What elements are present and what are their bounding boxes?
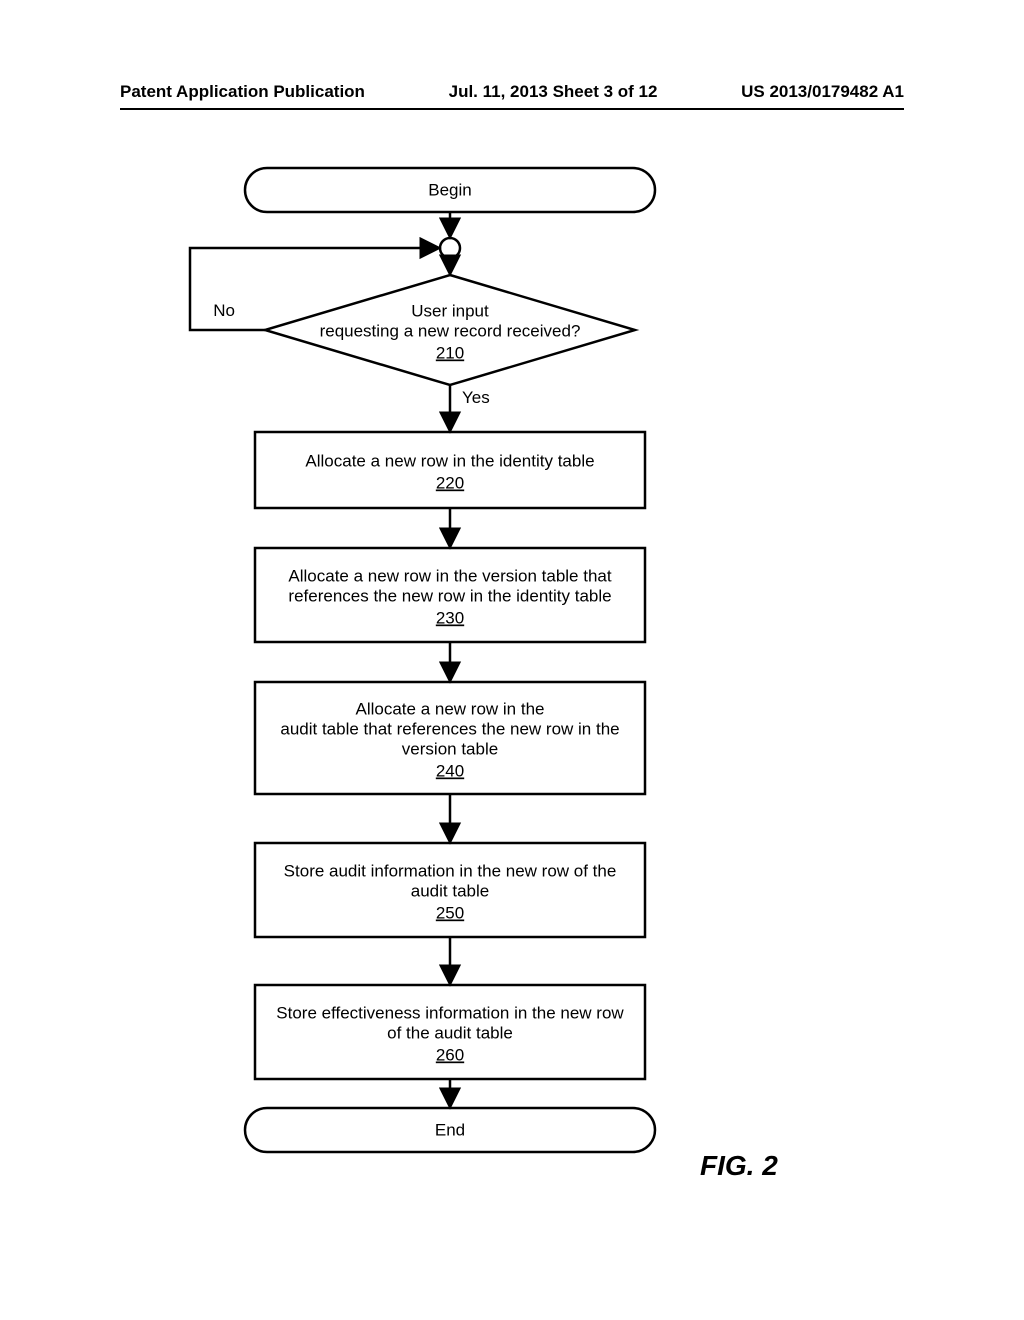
page-header: Patent Application Publication Jul. 11, … [0, 82, 1024, 102]
node-p240: Allocate a new row in theaudit table tha… [255, 682, 645, 794]
svg-text:260: 260 [436, 1045, 464, 1064]
node-p220: Allocate a new row in the identity table… [255, 432, 645, 508]
svg-text:Allocate a new row in the iden: Allocate a new row in the identity table [305, 451, 594, 470]
figure-label: FIG. 2 [700, 1150, 778, 1182]
node-begin: Begin [245, 168, 655, 212]
svg-text:requesting a new record receiv: requesting a new record received? [320, 321, 581, 340]
node-end: End [245, 1108, 655, 1152]
svg-text:Store effectiveness informatio: Store effectiveness information in the n… [276, 1003, 624, 1022]
svg-text:220: 220 [436, 473, 464, 492]
node-p230: Allocate a new row in the version table … [255, 548, 645, 642]
svg-text:references the new row in the: references the new row in the identity t… [288, 586, 611, 605]
flowchart-container: Begin User inputrequesting a new record r… [0, 150, 1024, 1250]
svg-text:Yes: Yes [462, 388, 490, 407]
svg-text:of the audit table: of the audit table [387, 1023, 513, 1042]
edge-e3: Yes [450, 385, 490, 430]
node-decision: User inputrequesting a new record receiv… [265, 275, 635, 385]
svg-text:230: 230 [436, 608, 464, 627]
header-center: Jul. 11, 2013 Sheet 3 of 12 [449, 82, 658, 102]
header-left: Patent Application Publication [120, 82, 365, 102]
svg-text:Allocate a new row in the vers: Allocate a new row in the version table … [288, 566, 611, 585]
svg-text:User input: User input [411, 301, 489, 320]
flowchart-svg: Begin User inputrequesting a new record r… [0, 150, 1024, 1200]
svg-text:audit table: audit table [411, 881, 489, 900]
svg-text:240: 240 [436, 761, 464, 780]
svg-text:210: 210 [436, 343, 464, 362]
header-rule [120, 108, 904, 110]
node-p250: Store audit information in the new row o… [255, 843, 645, 937]
svg-text:Begin: Begin [428, 180, 471, 199]
svg-text:Store audit information in the: Store audit information in the new row o… [284, 861, 617, 880]
svg-text:No: No [213, 301, 235, 320]
svg-text:version table: version table [402, 739, 498, 758]
svg-text:End: End [435, 1120, 465, 1139]
node-p260: Store effectiveness information in the n… [255, 985, 645, 1079]
svg-text:250: 250 [436, 903, 464, 922]
node-junction [440, 238, 460, 258]
svg-text:Allocate a new row in the: Allocate a new row in the [356, 699, 545, 718]
header-right: US 2013/0179482 A1 [741, 82, 904, 102]
svg-text:audit table that references th: audit table that references the new row … [280, 719, 619, 738]
